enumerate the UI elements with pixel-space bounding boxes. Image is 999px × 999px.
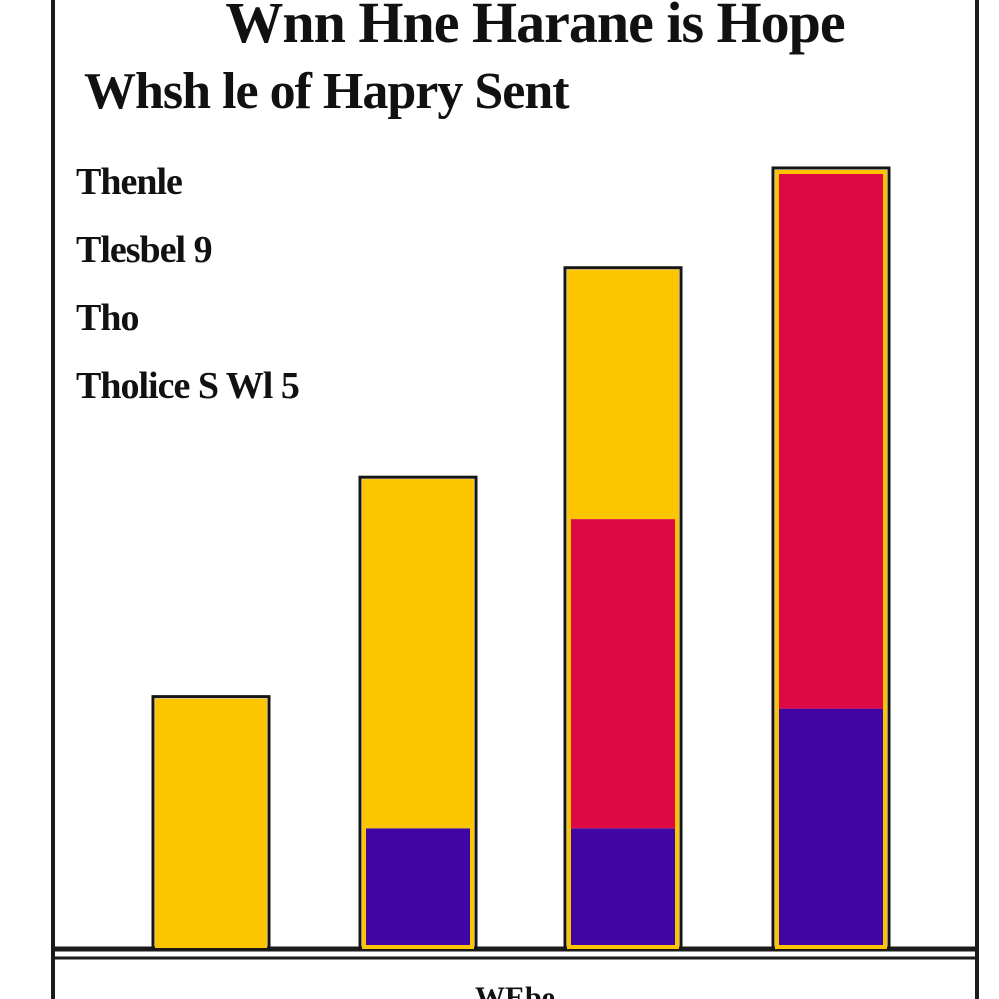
chart-frame-right: [975, 0, 979, 999]
bar-2-segment-3: [362, 479, 474, 829]
bar-1-segment-3: [155, 698, 267, 948]
bar-4-segment-2: [775, 169, 887, 709]
annotation-4: Tholice S Wl 5: [76, 365, 300, 407]
chart-title-line-2: Whsh le of Hapry Sent: [84, 63, 570, 120]
bar-3-segment-1: [567, 828, 679, 948]
bar-4-segment-1: [775, 708, 887, 948]
bar-3-segment-2: [567, 519, 679, 829]
bar-trim-3: [567, 269, 679, 950]
bar-3-segment-3: [567, 269, 679, 520]
annotation-3: Tho: [76, 297, 139, 339]
chart-frame-left: [51, 0, 55, 999]
annotation-list: Thenle Tlesbel 9 Tho Tholice S Wl 5: [76, 152, 300, 424]
bar-trim-2: [362, 479, 474, 949]
bar-2-segment-1: [362, 828, 474, 948]
annotation-2: Tlesbel 9: [76, 229, 213, 271]
bar-trim-4: [775, 169, 887, 950]
chart-title-line-1: Wnn Hne Harane is Hope: [225, 0, 845, 55]
x-axis-label: WEbe: [474, 981, 555, 999]
annotation-1: Thenle: [76, 161, 183, 203]
